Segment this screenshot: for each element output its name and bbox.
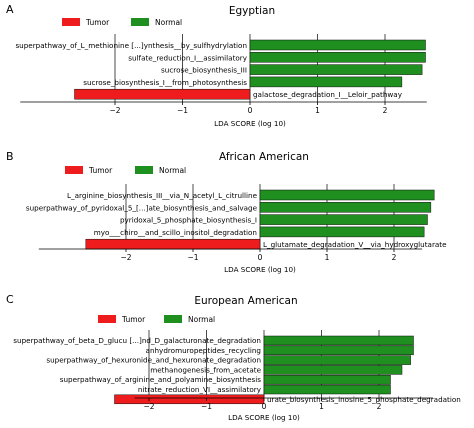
bar-normal: [249, 52, 426, 63]
bar-normal: [259, 226, 425, 238]
x-tick-label: −1: [201, 402, 212, 411]
legend-label-normal: Normal: [155, 18, 182, 27]
bar-tumor: [85, 238, 261, 250]
bar-label: methanogenesis_from_acetate: [150, 365, 261, 374]
bar-normal: [249, 39, 426, 51]
bar-normal: [263, 355, 411, 365]
x-tick-label: 2: [377, 402, 382, 411]
panel-c: C European American Tumor Normal superpathwa…: [6, 293, 461, 422]
bar-label: anhydromuropeptides_recycling: [146, 346, 261, 355]
x-tick-label: −2: [120, 253, 131, 262]
bar-label: superpathway_of_arginine_and_polyamine_b…: [60, 375, 261, 384]
x-tick-label: 2: [392, 253, 397, 262]
panel-letter: C: [6, 293, 14, 306]
bar-normal: [259, 214, 428, 225]
bar-normal: [263, 374, 391, 385]
x-tick-label: 0: [262, 402, 267, 411]
bar-label: sulfate_reduction_I__assimilatory: [128, 53, 247, 62]
bar-label: superpathway_of_hexuronide_and_hexuronat…: [46, 356, 261, 365]
x-tick-label: 1: [315, 106, 320, 115]
panel-b: B African American Tumor Normal L_arginine_b…: [6, 150, 447, 274]
legend-swatch-tumor: [65, 166, 83, 174]
bar-normal: [249, 64, 423, 75]
bar-normal: [263, 365, 403, 375]
x-tick-label: 0: [258, 253, 263, 262]
panel-letter: B: [6, 150, 14, 163]
bar-label: L_arginine_biosynthesis_III__via_N_acety…: [67, 191, 258, 200]
bar-label: superpathway_of_beta_D_glucu [...]nd_D_g…: [13, 336, 261, 345]
x-tick-label: 1: [319, 402, 324, 411]
x-tick-label: −2: [143, 402, 154, 411]
legend-label-tumor: Tumor: [121, 315, 146, 324]
legend-swatch-tumor: [62, 18, 80, 26]
panel-a: A Egyptian Tumor Normal superpathway_of_L_me…: [6, 3, 427, 128]
bar-tumor: [114, 394, 265, 405]
bar-label: superpathway_of_pyridoxal_5_[...]ate_bio…: [26, 203, 258, 212]
x-tick-label: 2: [383, 106, 388, 115]
panel-title: European American: [194, 295, 297, 307]
legend-label-normal: Normal: [188, 315, 215, 324]
bar-label: sucrose_biosynthesis_III: [161, 66, 247, 75]
bar-label: L_glutamate_degradation_V__via_hydroxygl…: [263, 240, 447, 249]
bar-label: sucrose_biosynthesis_I__from_photosynthe…: [83, 78, 247, 87]
bar-label: urate_biosynthesis_inosine_5_phosphate_d…: [267, 395, 461, 404]
bar-label: galactose_degradation_I__Leloir_pathway: [253, 90, 403, 99]
bar-normal: [263, 335, 414, 346]
legend-label-tumor: Tumor: [85, 18, 110, 27]
bar-label: pyridoxal_5_phosphate_biosynthesis_I: [120, 216, 257, 225]
bar-normal: [249, 76, 403, 88]
x-tick-label: 0: [248, 106, 253, 115]
x-axis-title: LDA SCORE (log 10): [224, 265, 296, 274]
x-tick-label: −2: [109, 106, 120, 115]
x-axis-title: LDA SCORE (log 10): [214, 119, 286, 128]
panel-title: Egyptian: [229, 5, 275, 17]
bar-label: myo___chiro__and_scillo_inositol_degrada…: [94, 228, 257, 237]
x-tick-label: −1: [177, 106, 188, 115]
bar-normal: [259, 202, 432, 213]
bar-tumor: [74, 88, 251, 100]
bar-label: superpathway_of_L_methionine [...]ynthes…: [15, 41, 247, 50]
bar-normal: [263, 345, 414, 356]
panel-title: African American: [219, 151, 309, 163]
x-axis-title: LDA SCORE (log 10): [228, 413, 300, 422]
x-tick-label: 1: [325, 253, 330, 262]
bar-normal: [263, 384, 391, 395]
bar-label: nitrate_reduction_VI__assimilatory: [138, 385, 262, 394]
legend-swatch-normal: [131, 18, 149, 26]
legend-label-normal: Normal: [159, 166, 186, 175]
legend-label-tumor: Tumor: [88, 166, 113, 175]
legend-swatch-normal: [164, 315, 182, 323]
legend-swatch-tumor: [98, 315, 116, 323]
legend-swatch-normal: [135, 166, 153, 174]
x-tick-label: −1: [187, 253, 198, 262]
bar-normal: [259, 189, 435, 201]
panel-letter: A: [6, 3, 14, 16]
